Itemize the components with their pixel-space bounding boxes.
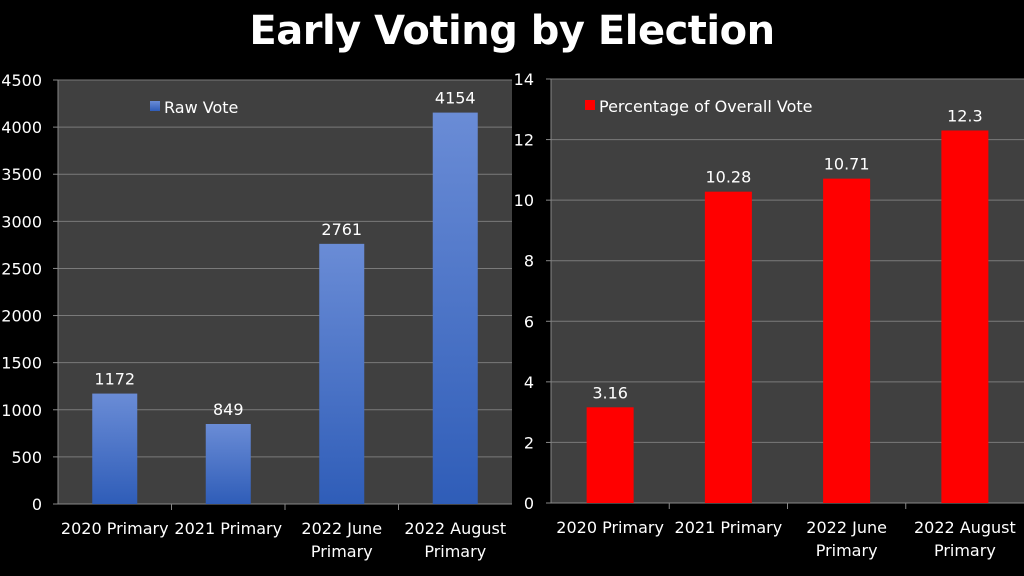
y-tick-label: 14 (514, 70, 534, 89)
data-label: 849 (213, 400, 244, 419)
data-label: 10.71 (824, 155, 870, 174)
y-tick-label: 8 (524, 252, 534, 271)
legend-swatch (150, 101, 160, 111)
data-label: 1172 (94, 370, 135, 389)
data-label: 4154 (435, 89, 476, 108)
bar (704, 191, 752, 504)
x-tick-label: 2022 August (404, 519, 506, 538)
x-tick-label: 2022 June (806, 518, 887, 537)
bar (586, 407, 634, 503)
x-tick-label: 2020 Primary (61, 519, 169, 538)
y-tick-label: 12 (514, 131, 534, 150)
legend-label: Raw Vote (164, 98, 238, 117)
percentage-chart: 0 2 4 6 8 10 12 14 3.16 2020 Primary 10.28 2021 Pri… (514, 70, 1024, 560)
y-tick-label: 10 (514, 191, 534, 210)
page-title: Early Voting by Election (249, 8, 775, 54)
legend-swatch (585, 100, 595, 110)
y-tick-label: 4000 (1, 118, 42, 137)
x-tick-label: 2022 June (301, 519, 382, 538)
data-label: 10.28 (705, 168, 751, 187)
y-tick-label: 4500 (1, 71, 42, 90)
x-tick-label: 2020 Primary (556, 518, 664, 537)
bar (823, 178, 871, 503)
x-tick-label: 2021 Primary (675, 518, 783, 537)
data-label: 2761 (321, 220, 362, 239)
data-label: 3.16 (592, 383, 628, 402)
bar (92, 393, 138, 504)
y-tick-label: 3000 (1, 212, 42, 231)
y-tick-label: 2500 (1, 259, 42, 278)
legend-label: Percentage of Overall Vote (599, 97, 812, 116)
y-tick-label: 0 (524, 494, 534, 513)
bar (205, 424, 251, 504)
y-tick-label: 2000 (1, 307, 42, 326)
bar (432, 112, 478, 504)
x-tick-label: Primary (934, 541, 996, 560)
y-tick-label: 4 (524, 373, 534, 392)
y-tick-label: 1500 (1, 354, 42, 373)
bar (319, 243, 365, 504)
bar (941, 130, 989, 503)
x-tick-label: Primary (424, 542, 486, 561)
y-tick-label: 3500 (1, 165, 42, 184)
x-tick-label: 2022 August (914, 518, 1016, 537)
x-tick-label: 2021 Primary (174, 519, 282, 538)
raw-vote-chart: 0 500 1000 1500 2000 2500 3000 3500 4000 4500 1172… (1, 71, 512, 561)
y-tick-label: 0 (32, 495, 42, 514)
y-tick-label: 6 (524, 312, 534, 331)
data-label: 12.3 (947, 106, 983, 125)
y-tick-label: 1000 (1, 401, 42, 420)
x-tick-label: Primary (311, 542, 373, 561)
y-tick-label: 500 (11, 448, 42, 467)
x-tick-label: Primary (816, 541, 878, 560)
y-tick-label: 2 (524, 433, 534, 452)
